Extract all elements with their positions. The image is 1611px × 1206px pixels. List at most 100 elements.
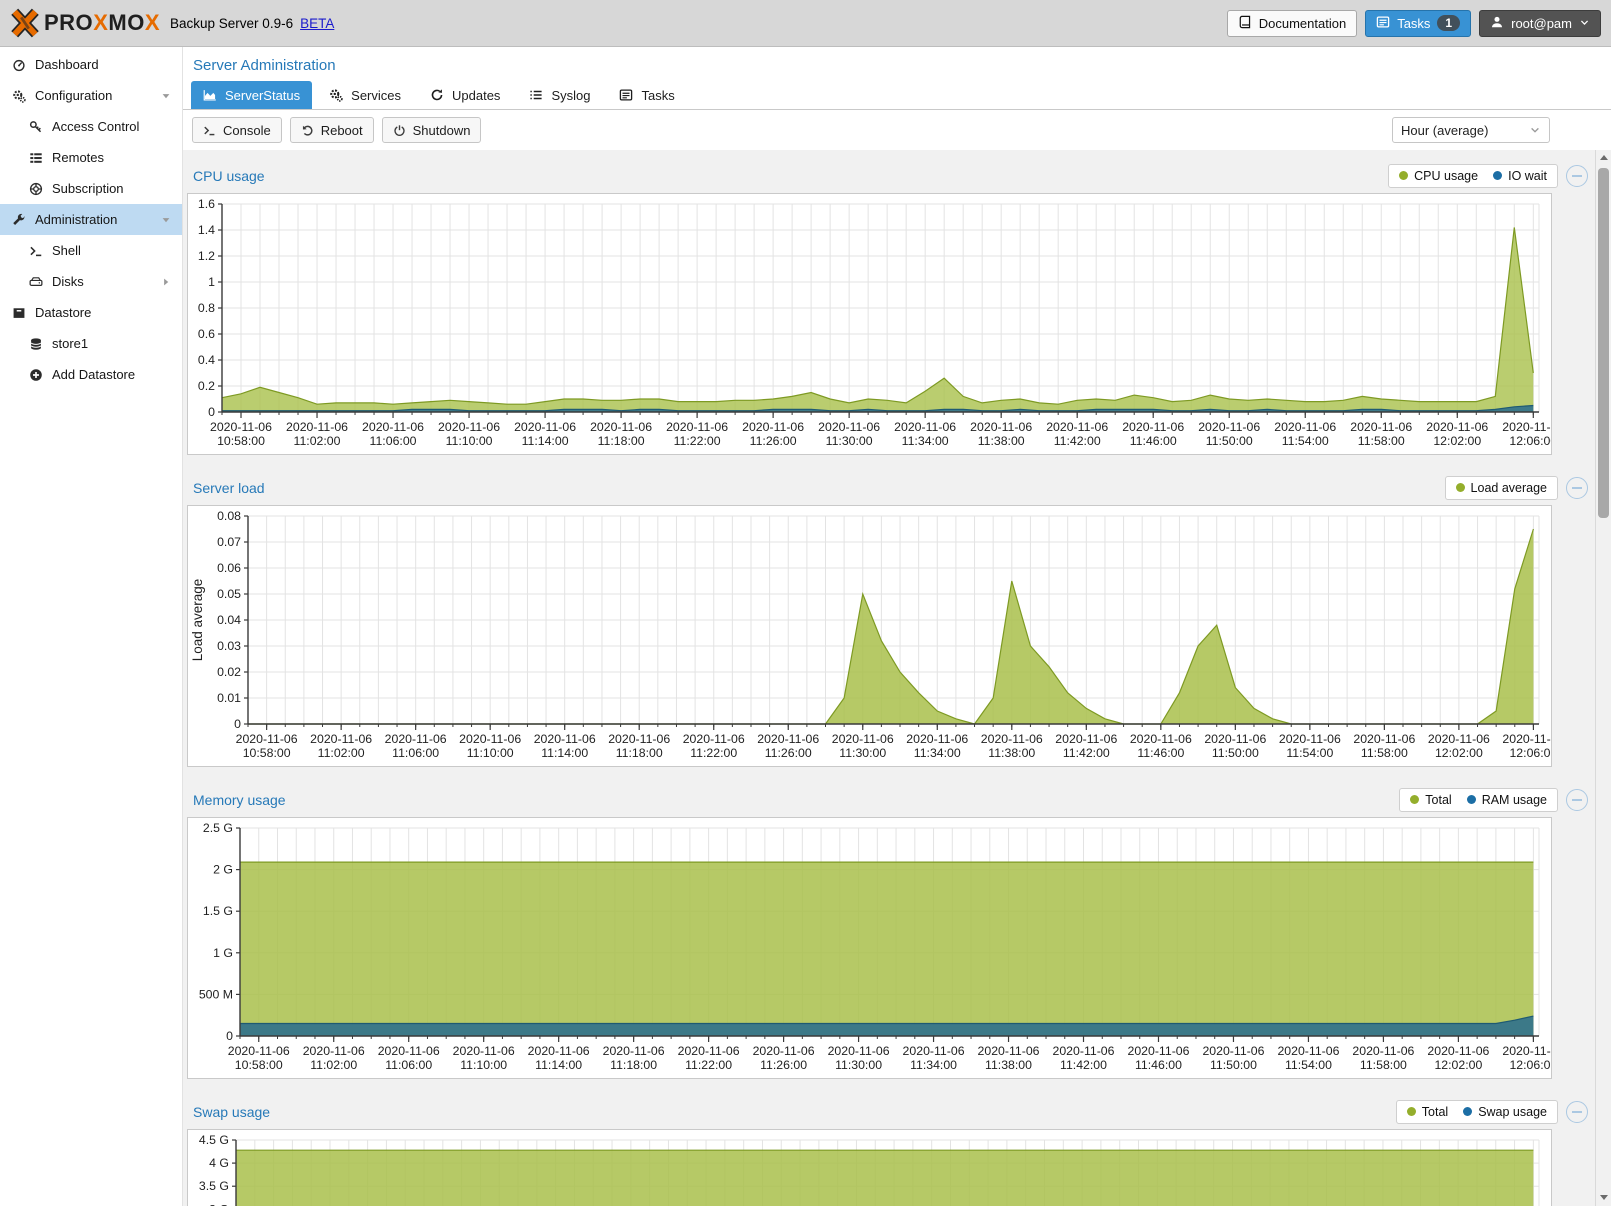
collapse-panel-button[interactable] xyxy=(1566,164,1588,187)
svg-text:2020-11-06: 2020-11-06 xyxy=(970,420,1032,434)
svg-text:11:42:00: 11:42:00 xyxy=(1054,434,1101,448)
sidebar-item-label: Shell xyxy=(52,243,81,258)
sidebar-item-administration[interactable]: Administration xyxy=(0,204,182,235)
svg-text:1.6: 1.6 xyxy=(198,197,215,211)
svg-text:11:58:00: 11:58:00 xyxy=(1361,746,1408,760)
proxmox-logo-icon xyxy=(11,8,39,38)
tasks-button[interactable]: Tasks 1 xyxy=(1365,9,1472,37)
svg-text:11:02:00: 11:02:00 xyxy=(294,434,341,448)
scrollbar[interactable] xyxy=(1595,150,1611,1206)
plus-circle-icon xyxy=(29,368,43,382)
sidebar-item-label: Disks xyxy=(52,274,84,289)
svg-text:2020-11-06: 2020-11-06 xyxy=(1277,1044,1339,1058)
svg-text:2020-11-06: 2020-11-06 xyxy=(236,732,298,746)
collapse-panel-button[interactable] xyxy=(1566,476,1588,499)
svg-text:11:10:00: 11:10:00 xyxy=(467,746,514,760)
undo-icon xyxy=(301,124,314,137)
svg-text:2020-11-06: 2020-11-06 xyxy=(828,1044,890,1058)
svg-text:2020-11-06: 2020-11-06 xyxy=(1352,1044,1414,1058)
scroll-up-button[interactable] xyxy=(1596,150,1611,166)
sidebar-item-access-control[interactable]: Access Control xyxy=(0,111,182,142)
gears-icon xyxy=(12,89,26,103)
documentation-label: Documentation xyxy=(1258,15,1347,31)
product-version: Backup Server 0.9-6 xyxy=(170,15,294,31)
svg-text:2020-11-06: 2020-11-06 xyxy=(757,732,819,746)
svg-text:2020-11-06: 2020-11-06 xyxy=(514,420,576,434)
collapse-panel-button[interactable] xyxy=(1566,788,1588,811)
chart-area-icon xyxy=(203,88,217,102)
chevron-down-icon xyxy=(1529,124,1541,136)
svg-text:2020-11-06: 2020-11-06 xyxy=(1127,1044,1189,1058)
sidebar-item-remotes[interactable]: Remotes xyxy=(0,142,182,173)
legend-dot xyxy=(1455,483,1465,492)
svg-text:11:46:00: 11:46:00 xyxy=(1135,1058,1182,1072)
tachometer-icon xyxy=(12,58,26,72)
reboot-button[interactable]: Reboot xyxy=(289,117,374,143)
svg-text:11:34:00: 11:34:00 xyxy=(910,1058,957,1072)
timeframe-select[interactable]: Hour (average) xyxy=(1392,117,1550,143)
svg-text:Load average: Load average xyxy=(190,579,205,662)
sidebar: Dashboard Configuration Access Control Remo… xyxy=(0,47,183,1206)
remotes-icon xyxy=(29,151,43,165)
tab-bar: ServerStatus Services Updates Syslog Tasks xyxy=(183,77,1611,110)
sidebar-item-add-datastore[interactable]: Add Datastore xyxy=(0,359,182,390)
svg-text:0.07: 0.07 xyxy=(217,535,241,549)
user-menu-button[interactable]: root@pam xyxy=(1479,9,1601,37)
legend-item-ram-usage[interactable]: RAM usage xyxy=(1466,793,1547,807)
svg-text:0.6: 0.6 xyxy=(198,327,215,341)
legend-item-swap-usage[interactable]: Swap usage xyxy=(1463,1105,1547,1119)
tab-tasks[interactable]: Tasks xyxy=(607,81,686,109)
sidebar-item-configuration[interactable]: Configuration xyxy=(0,80,182,111)
svg-text:3 G: 3 G xyxy=(209,1202,229,1206)
caret-down-icon xyxy=(1600,1195,1608,1200)
legend-item-load-average[interactable]: Load average xyxy=(1455,481,1547,495)
svg-text:11:26:00: 11:26:00 xyxy=(765,746,812,760)
svg-text:2020-11-06: 2020-11-06 xyxy=(683,732,745,746)
sidebar-item-disks[interactable]: Disks xyxy=(0,266,182,297)
svg-text:2020-11-06: 2020-11-06 xyxy=(1502,732,1551,746)
legend-item-io-wait[interactable]: IO wait xyxy=(1493,169,1547,183)
tab-services[interactable]: Services xyxy=(317,81,413,109)
sidebar-item-store1[interactable]: store1 xyxy=(0,328,182,359)
tab-syslog[interactable]: Syslog xyxy=(517,81,602,109)
svg-text:2020-11-06: 2020-11-06 xyxy=(666,420,728,434)
legend-dot xyxy=(1463,1107,1473,1116)
beta-link[interactable]: BETA xyxy=(300,15,335,31)
caret-down-icon xyxy=(160,90,172,102)
tab-updates[interactable]: Updates xyxy=(418,81,512,109)
documentation-button[interactable]: Documentation xyxy=(1226,9,1358,37)
sidebar-item-shell[interactable]: Shell xyxy=(0,235,182,266)
sidebar-item-label: Add Datastore xyxy=(52,367,136,382)
memory-usage-header: Memory usage Total RAM usage xyxy=(183,782,1595,817)
collapse-panel-button[interactable] xyxy=(1566,1100,1588,1123)
svg-text:11:26:00: 11:26:00 xyxy=(760,1058,807,1072)
legend-label: Total xyxy=(1421,1104,1449,1119)
sidebar-item-datastore[interactable]: Datastore xyxy=(0,297,182,328)
toolbar-button-label: Shutdown xyxy=(412,122,471,138)
svg-text:2020-11-06: 2020-11-06 xyxy=(1427,1044,1489,1058)
wrench-icon xyxy=(12,213,26,227)
svg-text:10:58:00: 10:58:00 xyxy=(217,434,265,448)
legend-item-cpu-usage[interactable]: CPU usage xyxy=(1399,169,1478,183)
sidebar-item-subscription[interactable]: Subscription xyxy=(0,173,182,204)
svg-text:11:30:00: 11:30:00 xyxy=(826,434,873,448)
caret-right-icon xyxy=(160,276,172,288)
main-content: Server Administration ServerStatus Servic… xyxy=(183,47,1611,1206)
scroll-down-button[interactable] xyxy=(1596,1190,1611,1206)
server-load-chart: 0 0.01 0.02 0.03 0.04 0.05 0.06 0.07 0.08 2020-11… xyxy=(187,505,1552,767)
shutdown-button[interactable]: Shutdown xyxy=(381,117,482,143)
tab-serverstatus[interactable]: ServerStatus xyxy=(191,81,313,109)
svg-text:2020-11-06: 2020-11-06 xyxy=(385,732,447,746)
svg-text:11:26:00: 11:26:00 xyxy=(750,434,797,448)
svg-text:2020-11-06: 2020-11-06 xyxy=(378,1044,440,1058)
legend-item-total[interactable]: Total xyxy=(1406,1104,1449,1119)
cpu-usage-header: CPU usage CPU usage IO wait xyxy=(183,158,1595,193)
chart-title: Server load xyxy=(193,479,265,496)
scrollbar-thumb[interactable] xyxy=(1598,168,1609,518)
svg-text:4 G: 4 G xyxy=(209,1156,229,1170)
console-button[interactable]: Console xyxy=(192,117,282,143)
toolbar-buttons: Console Reboot Shutdown xyxy=(192,117,482,143)
sidebar-item-dashboard[interactable]: Dashboard xyxy=(0,49,182,80)
legend-item-total[interactable]: Total xyxy=(1410,793,1452,807)
